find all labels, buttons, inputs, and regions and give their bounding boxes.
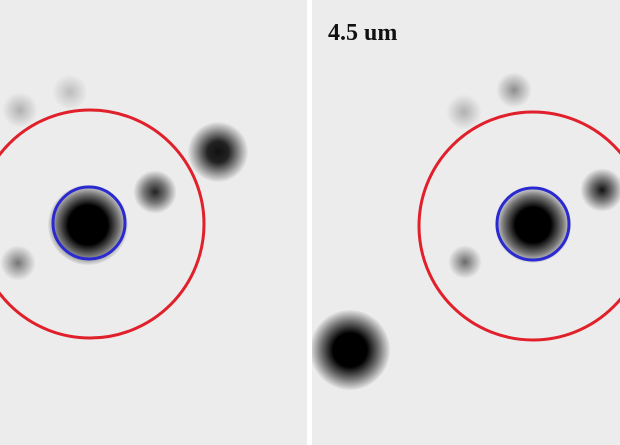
outer-aperture-circle [0,108,206,340]
neighbor-source [2,92,38,128]
neighbor-source [580,168,620,212]
inner-aperture-circle [51,185,127,261]
aperture-overlay [417,110,620,342]
neighbor-source [446,94,482,130]
neighbor-source [312,310,390,390]
neighbor-source [448,245,482,279]
outer-aperture-circle [417,110,620,342]
neighbor-source [133,170,177,214]
inner-aperture-circle [495,186,571,262]
aperture-overlay [0,108,206,340]
neighbor-source [0,245,36,281]
neighbor-source [52,74,88,110]
left-image-panel [0,0,307,445]
panel-label: 4.5 um [328,20,398,46]
neighbor-source [188,122,248,182]
neighbor-source [496,72,532,108]
right-image-panel: 4.5 um [312,0,620,445]
